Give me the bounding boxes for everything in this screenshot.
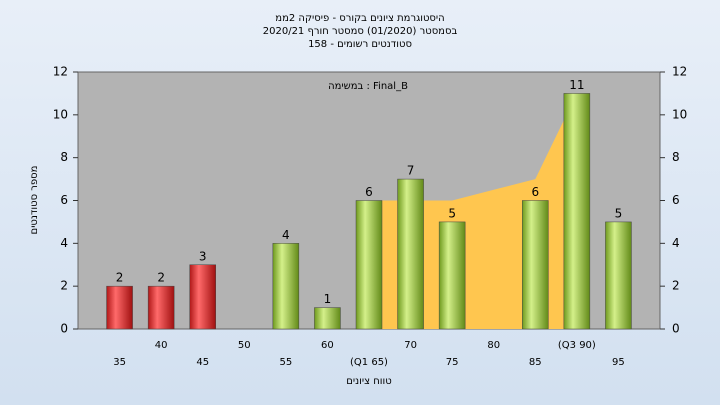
x-axis-title: טווח ציונים [346, 376, 391, 387]
y-tick-label: 0 [60, 322, 68, 336]
x-tick-label: (Q3 90) [558, 340, 596, 351]
x-tick-label: 85 [529, 357, 542, 368]
bar [272, 243, 300, 330]
y-axis-title: מספר סטודנטים [29, 166, 40, 235]
data-label: 6 [365, 185, 373, 199]
data-label: 3 [199, 249, 207, 263]
x-tick-label: 55 [279, 357, 292, 368]
data-label: 5 [448, 206, 456, 220]
bar [563, 93, 591, 330]
data-label: 7 [407, 164, 415, 178]
y2-tick-label: 6 [672, 193, 680, 207]
y-tick-label: 8 [60, 150, 68, 164]
data-label: 1 [324, 292, 332, 306]
bar [106, 285, 133, 330]
y2-tick-label: 4 [672, 236, 680, 250]
x-tick-label: (Q1 65) [350, 357, 388, 368]
data-label: 4 [282, 228, 290, 242]
x-tick-label: 80 [487, 340, 500, 351]
x-tick-label: 50 [238, 340, 251, 351]
bar [438, 221, 466, 330]
x-tick-label: 45 [196, 357, 209, 368]
bar [605, 221, 632, 330]
data-label: 2 [157, 271, 165, 285]
y-tick-label: 4 [60, 236, 68, 250]
y2-tick-label: 0 [672, 322, 680, 336]
bar [355, 200, 383, 330]
x-tick-label: 70 [404, 340, 417, 351]
y2-tick-label: 2 [672, 279, 680, 293]
x-tick-label: 35 [113, 357, 126, 368]
chart-subtitle: בסמסטר (01/2020) סמסטר חורף 2020/21 [263, 26, 458, 37]
y-tick-label: 10 [53, 107, 68, 121]
bar [397, 178, 424, 330]
y-tick-label: 2 [60, 279, 68, 293]
bar [189, 264, 216, 330]
x-tick-label: 75 [446, 357, 459, 368]
annotation: במשימה : Final_B [328, 81, 408, 92]
chart-title: היסטוגרמת ציונים בקורס - פיסיקה 2ממ [275, 13, 444, 24]
y-tick-label: 12 [53, 65, 68, 79]
y2-tick-label: 8 [672, 150, 680, 164]
data-label: 5 [615, 206, 623, 220]
data-label: 11 [569, 78, 584, 92]
x-tick-label: 40 [155, 340, 168, 351]
x-tick-label: 60 [321, 340, 334, 351]
bar [314, 307, 341, 330]
y2-tick-label: 10 [672, 107, 687, 121]
y-tick-label: 6 [60, 193, 68, 207]
bar [147, 285, 175, 330]
data-label: 6 [531, 185, 539, 199]
x-tick-label: 95 [612, 357, 625, 368]
data-label: 2 [116, 271, 124, 285]
bar [522, 200, 549, 330]
y2-tick-label: 12 [672, 65, 687, 79]
chart-subtitle: סטודנטים רשומים - 158 [308, 39, 412, 50]
